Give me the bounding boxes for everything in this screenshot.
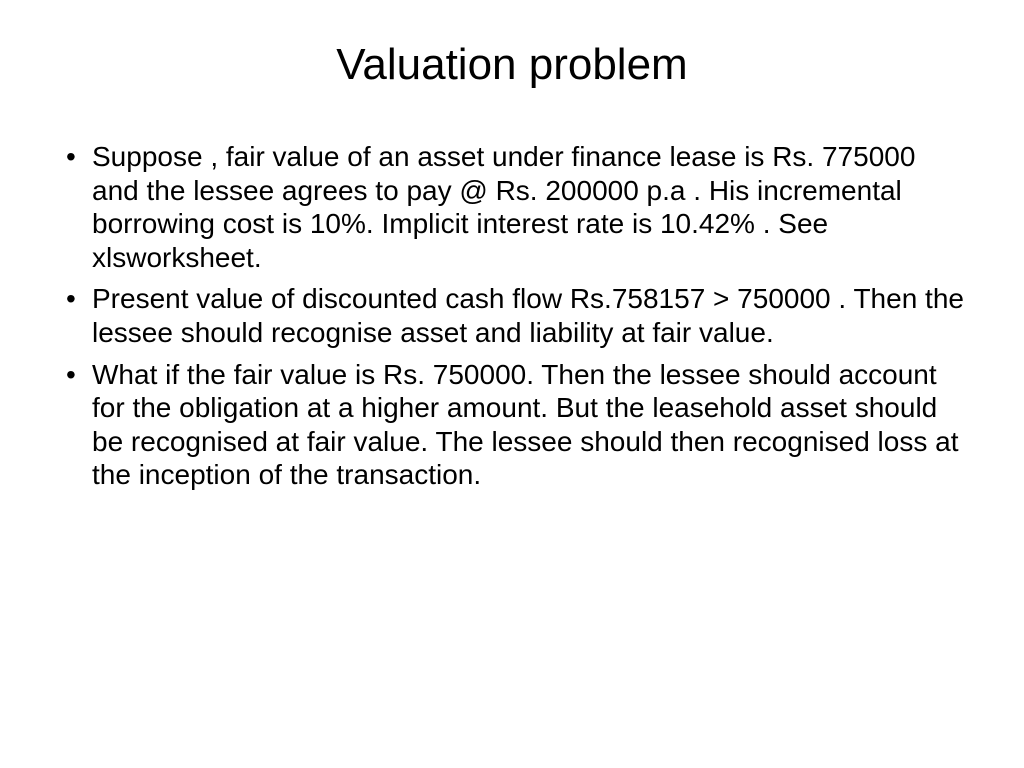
slide-title: Valuation problem (60, 40, 964, 90)
bullet-item: What if the fair value is Rs. 750000. Th… (60, 358, 964, 492)
bullet-item: Present value of discounted cash flow Rs… (60, 282, 964, 349)
bullet-list: Suppose , fair value of an asset under f… (60, 140, 964, 492)
bullet-item: Suppose , fair value of an asset under f… (60, 140, 964, 274)
